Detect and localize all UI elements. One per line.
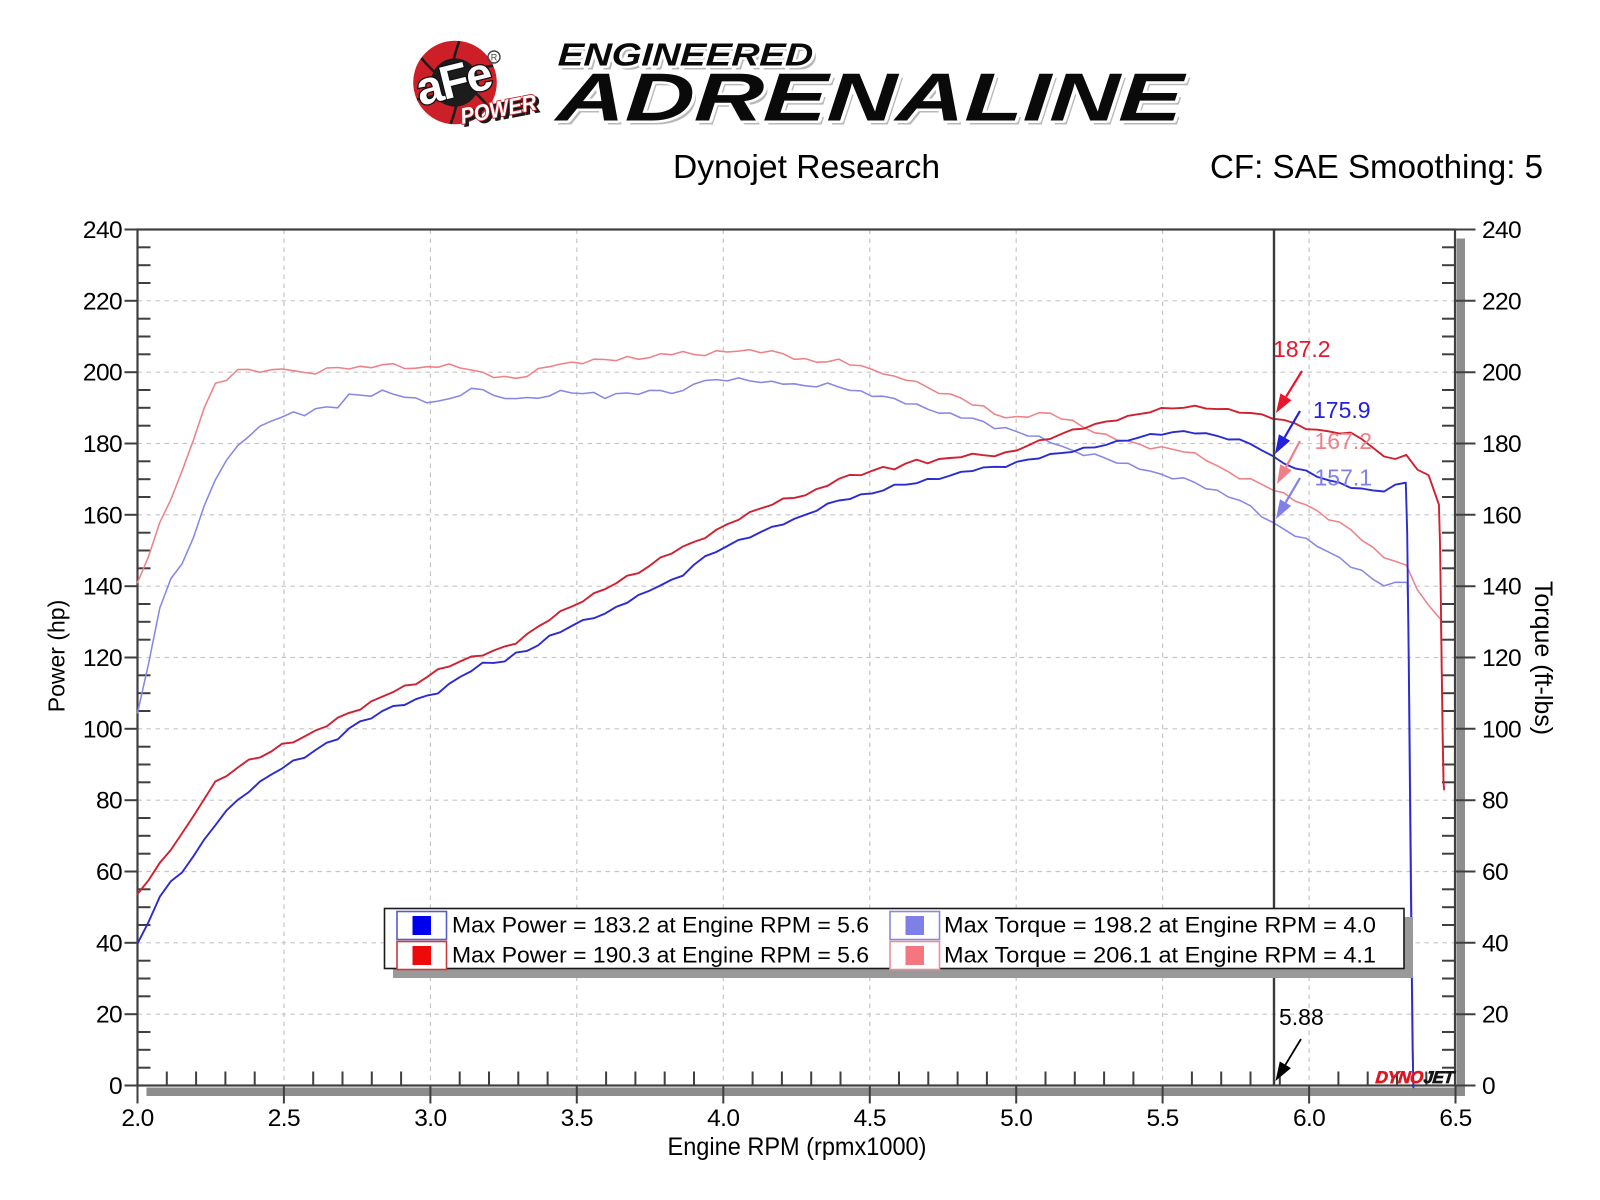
svg-text:ADRENALINE: ADRENALINE xyxy=(556,64,1192,140)
svg-text:6.5: 6.5 xyxy=(1439,1105,1471,1132)
svg-text:Max Torque = 206.1 at Engine R: Max Torque = 206.1 at Engine RPM = 4.1 xyxy=(944,943,1376,968)
svg-text:ADRENALINE: ADRENALINE xyxy=(552,60,1188,136)
svg-text:80: 80 xyxy=(1482,788,1508,815)
svg-text:CF: SAE Smoothing: 5: CF: SAE Smoothing: 5 xyxy=(1210,148,1543,185)
svg-text:3.5: 3.5 xyxy=(561,1105,593,1132)
svg-text:5.0: 5.0 xyxy=(1000,1105,1032,1132)
svg-text:60: 60 xyxy=(1482,859,1508,886)
svg-text:180: 180 xyxy=(1482,431,1521,458)
svg-text:60: 60 xyxy=(96,859,122,886)
svg-text:5.5: 5.5 xyxy=(1146,1105,1178,1132)
svg-text:220: 220 xyxy=(83,288,122,315)
svg-text:157.1: 157.1 xyxy=(1315,465,1373,491)
svg-text:2.5: 2.5 xyxy=(268,1105,300,1132)
svg-text:0: 0 xyxy=(109,1073,122,1100)
svg-text:4.0: 4.0 xyxy=(707,1105,739,1132)
svg-text:Engine RPM (rpmx1000): Engine RPM (rpmx1000) xyxy=(668,1133,927,1161)
svg-text:140: 140 xyxy=(83,574,122,601)
svg-text:140: 140 xyxy=(1482,574,1521,601)
svg-text:Max Torque = 198.2 at Engine R: Max Torque = 198.2 at Engine RPM = 4.0 xyxy=(944,913,1376,938)
svg-text:200: 200 xyxy=(83,360,122,387)
svg-text:100: 100 xyxy=(1482,716,1521,743)
svg-text:160: 160 xyxy=(83,502,122,529)
svg-text:Power (hp): Power (hp) xyxy=(44,600,70,712)
svg-text:Max Power = 183.2 at Engine RP: Max Power = 183.2 at Engine RPM = 5.6 xyxy=(452,913,869,938)
svg-text:4.5: 4.5 xyxy=(854,1105,886,1132)
svg-text:240: 240 xyxy=(83,217,122,244)
svg-text:Dynojet Research: Dynojet Research xyxy=(673,148,940,185)
svg-text:20: 20 xyxy=(1482,1002,1508,1029)
svg-text:0: 0 xyxy=(1482,1073,1495,1100)
svg-text:3.0: 3.0 xyxy=(414,1105,446,1132)
svg-text:6.0: 6.0 xyxy=(1293,1105,1325,1132)
svg-text:5.88: 5.88 xyxy=(1279,1004,1324,1030)
svg-text:187.2: 187.2 xyxy=(1273,336,1331,362)
svg-text:JET: JET xyxy=(1423,1068,1457,1087)
svg-text:160: 160 xyxy=(1482,502,1521,529)
svg-text:120: 120 xyxy=(1482,645,1521,672)
svg-text:200: 200 xyxy=(1482,360,1521,387)
svg-text:240: 240 xyxy=(1482,217,1521,244)
svg-text:20: 20 xyxy=(96,1002,122,1029)
svg-text:40: 40 xyxy=(1482,930,1508,957)
svg-text:80: 80 xyxy=(96,788,122,815)
svg-text:Max Power = 190.3 at Engine RP: Max Power = 190.3 at Engine RPM = 5.6 xyxy=(452,943,869,968)
svg-text:120: 120 xyxy=(83,645,122,672)
svg-text:100: 100 xyxy=(83,716,122,743)
svg-text:2.0: 2.0 xyxy=(121,1105,153,1132)
svg-text:167.2: 167.2 xyxy=(1315,428,1373,454)
svg-text:ENGINEERED: ENGINEERED xyxy=(557,37,814,73)
svg-text:ENGINEERED: ENGINEERED xyxy=(561,41,818,77)
svg-text:DYNO: DYNO xyxy=(1375,1068,1424,1087)
svg-text:R: R xyxy=(491,53,498,63)
svg-text:Torque (ft-lbs): Torque (ft-lbs) xyxy=(1529,581,1557,735)
svg-text:180: 180 xyxy=(83,431,122,458)
svg-text:40: 40 xyxy=(96,930,122,957)
svg-text:175.9: 175.9 xyxy=(1313,397,1371,423)
svg-text:220: 220 xyxy=(1482,288,1521,315)
